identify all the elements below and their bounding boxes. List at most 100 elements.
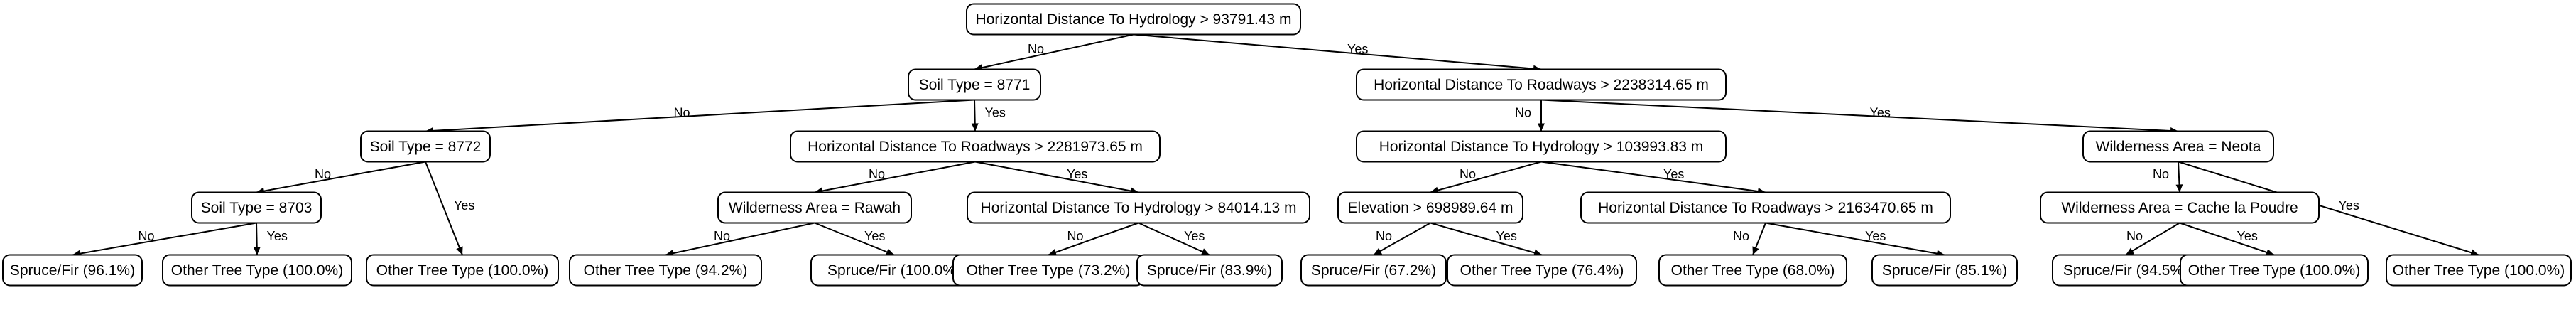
node-box [1658,254,1847,287]
edge-line [1138,222,1210,256]
edge-label-yes: Yes [1496,229,1517,243]
edges-layer: No Yes No Yes No Yes No Yes No Yes No Yes No Yes No Yes… [72,33,2479,257]
node-box [191,191,322,224]
tree-decision-node: Horizontal Distance To Hydrology > 84014… [967,191,1310,224]
edge-line [974,33,1134,70]
tree-edge: Yes [1540,161,1766,195]
node-box [569,254,762,287]
tree-edge: Yes [974,161,1139,195]
edge-label-no: No [1028,42,1044,56]
tree-edge: Yes [1430,222,1543,257]
edge-arrowhead [1048,249,1058,256]
edge-label-no: No [2153,167,2169,181]
edge-arrowhead [2175,184,2183,193]
node-label: Spruce/Fir (100.0%) [827,262,961,279]
node-label: Other Tree Type (100.0%) [171,262,343,279]
node-box [2180,254,2369,287]
node-label: Soil Type = 8772 [370,139,482,155]
edge-label-no: No [673,106,690,120]
tree-edge: Yes [971,100,1006,132]
node-label: Spruce/Fir (94.5%) [2063,262,2188,279]
edge-line [2125,222,2180,256]
edge-arrowhead [971,123,979,132]
tree-edge: Yes [1138,222,1210,256]
node-label: Other Tree Type (68.0%) [1671,262,1835,279]
edge-line [72,222,257,256]
tree-decision-node: Soil Type = 8771 [908,68,1041,101]
node-label: Horizontal Distance To Hydrology > 93791… [976,11,1292,28]
tree-edge: Yes [2179,222,2275,256]
node-box [2082,130,2274,163]
tree-leaf-node: Spruce/Fir (100.0%) [810,254,978,287]
edge-label-yes: Yes [864,229,885,243]
tree-leaf-node: Other Tree Type (76.4%) [1447,254,1637,287]
node-label: Other Tree Type (100.0%) [2393,262,2565,279]
tree-edge: No [425,99,975,134]
tree-leaf-node: Other Tree Type (100.0%) [366,254,559,287]
edge-label-no: No [1733,229,1749,243]
node-label: Soil Type = 8771 [919,77,1031,93]
node-label: Soil Type = 8703 [201,200,313,216]
edge-arrowhead [1538,123,1545,132]
edge-arrowhead [1200,248,1210,255]
node-label: Other Tree Type (76.4%) [1460,262,1624,279]
tree-decision-node: Elevation > 698989.64 m [1337,191,1523,224]
tree-edge: No [256,161,426,195]
node-label: Other Tree Type (94.2%) [584,262,748,279]
node-label: Horizontal Distance To Hydrology > 84014… [981,200,1297,216]
edge-label-yes: Yes [2339,198,2359,213]
edge-label-yes: Yes [2237,229,2258,243]
node-label: Spruce/Fir (85.1%) [1882,262,2007,279]
edge-line [425,99,975,132]
edge-label-no: No [1515,106,1531,120]
node-box [1136,254,1283,287]
node-label: Wilderness Area = Neota [2096,139,2261,155]
edge-arrowhead [885,248,894,256]
edge-label-yes: Yes [267,229,288,243]
edge-label-yes: Yes [1184,229,1205,243]
edge-line [1430,222,1543,256]
edge-line [1373,222,1431,256]
edge-label-no: No [315,167,331,181]
edge-line [814,222,895,256]
tree-edge: No [2125,222,2180,256]
tree-edge: No [2153,161,2183,193]
edge-line [1430,161,1542,193]
node-label: Horizontal Distance To Roadways > 216347… [1598,200,1933,216]
edge-line [974,161,1139,193]
tree-leaf-node: Other Tree Type (100.0%) [162,254,352,287]
node-label: Other Tree Type (100.0%) [2188,262,2360,279]
edge-line [665,222,815,256]
node-label: Elevation > 698989.64 m [1348,200,1513,216]
tree-edge: No [814,161,976,195]
edge-line [814,161,976,193]
tree-leaf-node: Spruce/Fir (96.1%) [2,254,143,287]
tree-edge: Yes [253,223,288,255]
edge-arrowhead [1374,247,1383,255]
edge-line [2179,222,2275,256]
tree-edge: No [1048,222,1139,256]
node-label: Other Tree Type (100.0%) [376,262,548,279]
tree-leaf-node: Spruce/Fir (67.2%) [1300,254,1447,287]
edge-line [2178,161,2479,256]
tree-leaf-node: Spruce/Fir (85.1%) [1871,254,2018,287]
tree-edge: Yes [1133,33,1542,73]
edge-line [1540,161,1766,193]
tree-edge: No [1733,223,1766,255]
edge-line [1540,99,2179,132]
node-box [966,3,1301,36]
node-label: Wilderness Area = Cache la Poudre [2061,200,2298,216]
tree-decision-node: Horizontal Distance To Roadways > 228197… [790,130,1161,163]
tree-edge: No [1373,222,1431,256]
edge-label-no: No [138,229,154,243]
tree-edge: No [72,222,257,257]
node-box [1447,254,1637,287]
edge-label-yes: Yes [1067,167,1087,181]
edge-arrowhead [456,246,463,255]
tree-edge: Yes [425,161,474,255]
node-box [790,130,1161,163]
tree-decision-node: Soil Type = 8772 [360,130,491,163]
tree-edge: No [1430,161,1542,194]
node-box [1356,68,1727,101]
